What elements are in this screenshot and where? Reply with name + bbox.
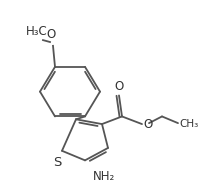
Text: NH₂: NH₂ xyxy=(93,170,115,183)
Text: S: S xyxy=(53,156,61,169)
Text: O: O xyxy=(143,118,152,131)
Text: O: O xyxy=(114,80,124,93)
Text: CH₃: CH₃ xyxy=(179,119,198,129)
Text: O: O xyxy=(46,28,56,41)
Text: H₃C: H₃C xyxy=(26,25,48,38)
